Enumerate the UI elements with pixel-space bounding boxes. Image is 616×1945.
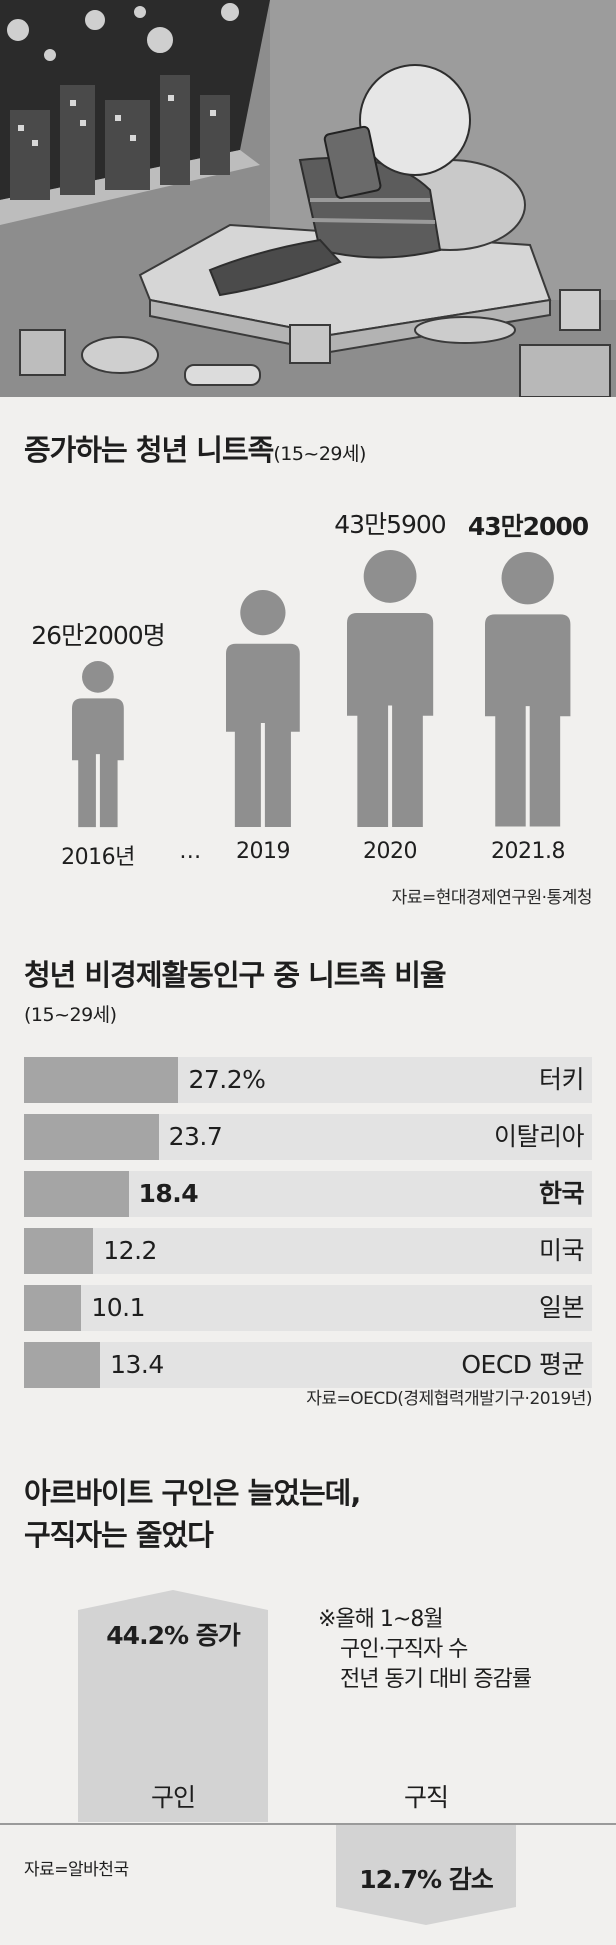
job-offer-label: 구인 bbox=[150, 1783, 196, 1812]
chart1-value-label: 43만2000 bbox=[467, 512, 589, 542]
chart2-value-label: 18.4 bbox=[138, 1179, 199, 1208]
job-seeker-down-arrow bbox=[336, 1825, 516, 1925]
chart2-bar-row: 18.4 한국 bbox=[24, 1171, 592, 1217]
chart2-bar bbox=[24, 1114, 159, 1160]
chart2-value-label: 10.1 bbox=[91, 1293, 146, 1322]
note-line1: ※올해 1~8월 bbox=[318, 1607, 444, 1632]
person-body bbox=[72, 698, 124, 827]
person-icon bbox=[72, 660, 124, 827]
person-icon bbox=[226, 590, 300, 827]
job-offer-value: 44.2% 증가 bbox=[106, 1621, 240, 1650]
baseline bbox=[0, 1823, 616, 1825]
chart1-x-label: 2020 bbox=[363, 839, 418, 864]
chart-parttime: 아르바이트 구인은 늘었는데, 구직자는 줄었다 44.2% 증가 구인 ※올해… bbox=[0, 1440, 616, 1945]
chart2-bar bbox=[24, 1285, 82, 1331]
chart2-category-label: 일본 bbox=[538, 1293, 585, 1322]
chart1-title-text: 증가하는 청년 니트족 bbox=[24, 433, 274, 467]
chart2-title: 청년 비경제활동인구 중 니트족 비율 bbox=[24, 958, 447, 992]
person-head bbox=[82, 660, 114, 693]
job-seeker-label: 구직 bbox=[403, 1783, 449, 1812]
chart3-title-line2: 구직자는 줄었다 bbox=[24, 1518, 214, 1552]
chart2-category-label: 한국 bbox=[538, 1179, 585, 1208]
person-head bbox=[501, 552, 555, 605]
person-icon bbox=[485, 552, 571, 827]
note-line3: 전년 동기 대비 증감률 bbox=[340, 1667, 532, 1692]
chart1-subtitle: (15~29세) bbox=[273, 443, 366, 465]
chart2-value-label: 27.2% bbox=[188, 1065, 266, 1094]
person-head bbox=[363, 550, 417, 603]
chart2-bar bbox=[24, 1057, 179, 1103]
chart2-source: 자료=OECD(경제협력개발기구·2019년) bbox=[306, 1389, 592, 1409]
youth-at-home-with-tablet-illustration bbox=[0, 0, 616, 397]
person-body bbox=[346, 612, 434, 827]
chart3-source: 자료=알바천국 bbox=[24, 1860, 129, 1880]
chart1-x-label: 2021.8 bbox=[491, 839, 565, 864]
chart2-bar-row: 13.4 OECD 평균 bbox=[24, 1342, 592, 1388]
chart1-x-label: 2016년 bbox=[61, 845, 135, 870]
chart1-x-label: 2019 bbox=[236, 839, 291, 864]
chart3-note: ※올해 1~8월 구인·구직자 수 전년 동기 대비 증감률 bbox=[318, 1605, 532, 1695]
chart2-bar bbox=[24, 1171, 129, 1217]
chart2-bar-row: 12.2 미국 bbox=[24, 1228, 592, 1274]
chart2-bar-row: 27.2% 터키 bbox=[24, 1057, 592, 1103]
chart1-gap-label: … bbox=[179, 839, 201, 864]
chart-youth-neet: 증가하는 청년 니트족(15~29세) 26만2000명 2016년 2019 43만… bbox=[0, 397, 616, 920]
chart3-title-line1: 아르바이트 구인은 늘었는데, bbox=[24, 1476, 361, 1510]
chart2-category-label: OECD 평균 bbox=[461, 1350, 584, 1379]
chart1-source: 자료=현대경제연구원·통계청 bbox=[391, 888, 593, 908]
chart2-value-label: 12.2 bbox=[103, 1236, 157, 1265]
note-line2: 구인·구직자 수 bbox=[340, 1637, 468, 1662]
person-body bbox=[485, 614, 571, 827]
chart2-category-label: 이탈리아 bbox=[493, 1122, 585, 1151]
illustration bbox=[0, 0, 616, 397]
person-body bbox=[226, 643, 300, 827]
chart2-category-label: 미국 bbox=[538, 1236, 585, 1265]
chart2-category-label: 터키 bbox=[538, 1065, 585, 1094]
chart2-bar bbox=[24, 1342, 101, 1388]
chart-neet-ratio: 청년 비경제활동인구 중 니트족 비율 (15~29세) 27.2% 터키 23.7… bbox=[0, 920, 616, 1440]
chart1-title: 증가하는 청년 니트족(15~29세) bbox=[24, 427, 366, 469]
chart2-bar-row: 23.7 이탈리아 bbox=[24, 1114, 592, 1160]
person-icon bbox=[346, 550, 434, 827]
chart2-subtitle: (15~29세) bbox=[24, 1004, 117, 1026]
chart1-value-label: 43만5900 bbox=[334, 510, 446, 539]
chart1-value-label: 26만2000명 bbox=[31, 620, 165, 650]
chart2-value-label: 13.4 bbox=[110, 1350, 164, 1379]
job-seeker-value: 12.7% 감소 bbox=[359, 1865, 493, 1894]
chart2-value-label: 23.7 bbox=[168, 1122, 223, 1151]
job-offer-up-arrow bbox=[78, 1590, 268, 1822]
chart2-bar-row: 10.1 일본 bbox=[24, 1285, 592, 1331]
chart2-bar bbox=[24, 1228, 94, 1274]
chart1-plot: 26만2000명 2016년 2019 43만5900 2020 43만2000 2021.… bbox=[0, 397, 616, 920]
person-head bbox=[240, 590, 286, 636]
